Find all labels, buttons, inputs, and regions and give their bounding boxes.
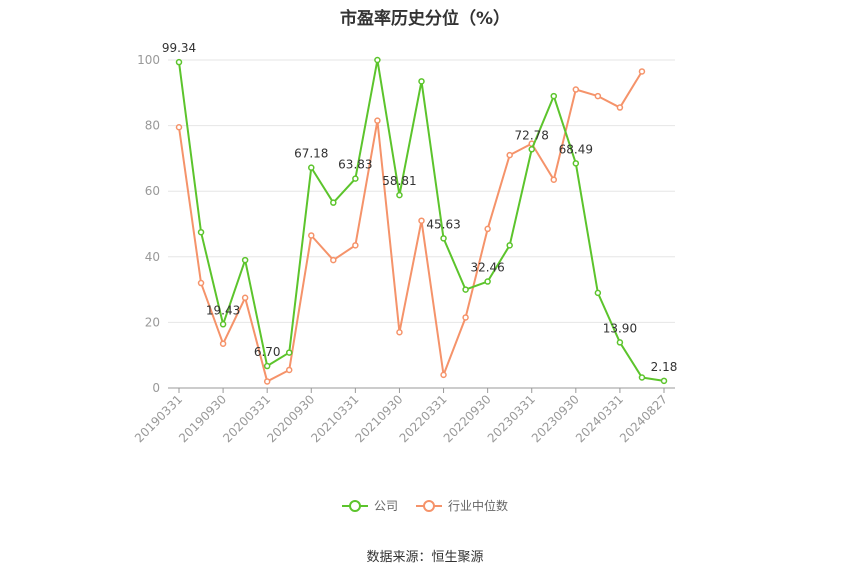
data-point-company[interactable] <box>660 377 668 385</box>
series-layer <box>175 56 668 385</box>
data-label: 2.18 <box>651 360 678 374</box>
legend-label-industry-median: 行业中位数 <box>448 499 509 513</box>
y-tick-label: 80 <box>145 119 160 133</box>
data-point-company[interactable] <box>528 146 535 153</box>
data-label: 99.34 <box>162 41 196 55</box>
data-point-industry-median[interactable] <box>616 104 624 111</box>
y-tick-label: 100 <box>137 53 160 67</box>
data-point-company[interactable] <box>594 289 602 297</box>
data-point-company[interactable] <box>484 278 491 285</box>
data-point-industry-median[interactable] <box>594 92 602 100</box>
data-label: 45.63 <box>426 217 460 231</box>
data-point-company[interactable] <box>374 56 381 64</box>
data-point-company[interactable] <box>330 199 337 206</box>
data-point-industry-median[interactable] <box>197 279 205 287</box>
data-point-industry-median[interactable] <box>638 68 646 75</box>
data-point-industry-median[interactable] <box>219 340 227 347</box>
data-point-industry-median[interactable] <box>330 256 337 264</box>
data-point-company[interactable] <box>506 242 513 249</box>
y-tick-label: 60 <box>145 184 160 198</box>
data-point-industry-median[interactable] <box>506 151 513 159</box>
data-point-industry-median[interactable] <box>285 366 293 374</box>
data-label: 32.46 <box>470 261 504 275</box>
legend: 公司 行业中位数 <box>0 497 850 514</box>
data-label: 67.18 <box>294 147 328 161</box>
data-point-company[interactable] <box>285 349 293 356</box>
data-point-industry-median[interactable] <box>462 314 469 321</box>
data-labels: 99.34 19.43 6.70 67.18 63.83 58.81 45.63 32.46 7… <box>162 41 678 374</box>
data-point-industry-median[interactable] <box>263 378 271 385</box>
data-point-company[interactable] <box>550 92 558 100</box>
data-source: 数据来源：恒生聚源 <box>366 550 484 565</box>
legend-swatch-company <box>341 499 368 513</box>
data-point-company[interactable] <box>616 339 624 346</box>
data-label: 72.78 <box>515 128 549 142</box>
chart-title: 市盈率历史分位（%） <box>339 9 511 29</box>
series-line-industry-median <box>178 70 643 383</box>
data-point-company[interactable] <box>241 256 249 264</box>
data-point-company[interactable] <box>440 235 447 242</box>
data-label: 19.43 <box>206 303 240 317</box>
legend-label-company: 公司 <box>373 499 398 513</box>
data-point-industry-median[interactable] <box>396 328 403 336</box>
data-point-industry-median[interactable] <box>484 225 491 233</box>
data-point-company[interactable] <box>396 191 403 199</box>
data-label: 13.90 <box>603 321 637 335</box>
data-label: 6.70 <box>254 345 281 359</box>
data-point-industry-median[interactable] <box>308 232 315 239</box>
data-point-company[interactable] <box>418 78 425 85</box>
data-point-industry-median[interactable] <box>418 217 425 224</box>
data-point-industry-median[interactable] <box>241 294 249 302</box>
data-point-company[interactable] <box>308 164 315 171</box>
axes: 0204060801002019033120190930202003312020… <box>132 53 675 445</box>
data-point-company[interactable] <box>197 228 205 236</box>
legend-item-company[interactable]: 公司 <box>341 497 398 514</box>
data-point-company[interactable] <box>572 160 580 167</box>
y-tick-label: 20 <box>145 315 160 329</box>
data-point-industry-median[interactable] <box>352 242 359 249</box>
data-point-company[interactable] <box>219 321 227 328</box>
data-label: 63.83 <box>338 158 372 172</box>
y-tick-label: 0 <box>152 381 160 395</box>
legend-item-industry-median[interactable]: 行业中位数 <box>416 497 508 514</box>
data-point-company[interactable] <box>175 58 183 66</box>
data-point-industry-median[interactable] <box>550 176 558 183</box>
data-point-industry-median[interactable] <box>440 371 447 379</box>
data-point-company[interactable] <box>462 286 469 293</box>
legend-swatch-industry-median <box>416 499 442 513</box>
data-point-industry-median[interactable] <box>175 123 183 131</box>
data-point-company[interactable] <box>352 175 359 182</box>
data-label: 58.81 <box>382 174 416 188</box>
grid-lines <box>168 59 675 323</box>
data-point-industry-median[interactable] <box>572 86 580 93</box>
data-point-company[interactable] <box>263 362 271 370</box>
data-label: 68.49 <box>559 142 593 156</box>
data-point-industry-median[interactable] <box>374 117 381 124</box>
x-tick-label: 20240827 <box>617 392 670 445</box>
y-tick-label: 40 <box>145 250 160 264</box>
data-point-company[interactable] <box>638 374 646 381</box>
